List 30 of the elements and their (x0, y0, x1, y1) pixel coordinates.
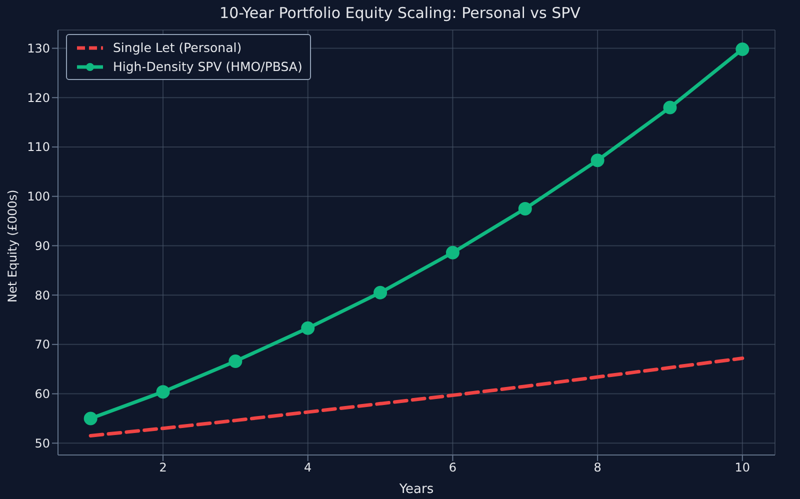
point (84, 412, 98, 426)
point (518, 202, 532, 216)
legend-label: Single Let (Personal) (113, 40, 242, 55)
line-series (88, 356, 744, 438)
x-tick-label: 8 (594, 460, 602, 475)
y-tick-label: 80 (34, 288, 50, 302)
x-tick-label: 10 (734, 460, 750, 475)
y-tick-label: 70 (34, 338, 50, 352)
point (663, 100, 677, 114)
x-tick-label: 2 (159, 460, 167, 475)
y-tick-label: 100 (27, 190, 50, 204)
x-tick-label: 6 (448, 460, 457, 475)
point (374, 286, 388, 300)
y-tick-label: 90 (34, 238, 50, 253)
x-tick-label: 4 (304, 460, 312, 475)
point (736, 42, 750, 56)
y-tick-label: 110 (27, 140, 50, 154)
y-axis-title: Net Equity (£000s) (5, 190, 20, 302)
y-tick-label: 60 (34, 387, 50, 402)
point (228, 354, 242, 368)
point (156, 385, 170, 399)
y-tick-label: 130 (27, 42, 50, 56)
chart-title: 10-Year Portfolio Equity Scaling: Personal vs SPV (218, 4, 582, 22)
point (590, 154, 604, 168)
point (301, 321, 315, 335)
point (446, 246, 460, 260)
x-axis-title: Years (398, 482, 434, 497)
y-tick-label: 120 (27, 90, 50, 105)
y-tick-label: 50 (34, 436, 50, 450)
legend-label: High-Density SPV (HMO/PBSA) (113, 59, 302, 74)
